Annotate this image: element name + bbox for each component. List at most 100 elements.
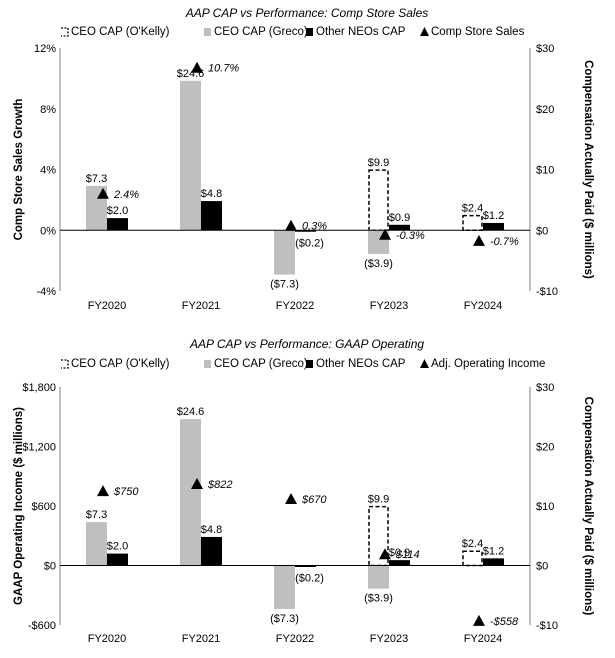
bar-other-neos	[295, 565, 316, 567]
performance-marker	[379, 228, 391, 240]
legend-label: Comp Store Sales	[431, 26, 525, 38]
bar-ceo-greco	[180, 419, 201, 566]
bar-data-label: $0.9	[389, 212, 410, 224]
legend-swatch-dashed	[61, 27, 69, 37]
bar-data-label: ($0.2)	[295, 237, 324, 249]
left-tick-label: 8%	[40, 104, 56, 116]
bar-data-label: $9.9	[368, 157, 389, 169]
performance-marker	[379, 548, 391, 560]
bar-data-label: $2.4	[462, 203, 483, 215]
right-axis-title: Compensation Actually Paid ($ millions)	[582, 397, 594, 616]
legend-swatch-black	[306, 28, 313, 36]
right-tick-label: $10	[536, 501, 554, 513]
marker-data-label: 0.3%	[302, 221, 327, 233]
right-tick-label: $0	[536, 561, 548, 573]
performance-marker	[473, 614, 485, 626]
marker-data-label: $670	[301, 494, 327, 506]
legend-item: CEO CAP (Greco)	[204, 26, 308, 38]
legend-item: CEO CAP (O'Kelly)	[61, 26, 170, 38]
bar-ceo-okelly	[462, 214, 483, 231]
bar-data-label: ($3.9)	[364, 593, 393, 605]
bar-data-label: $0.9	[389, 547, 410, 559]
legend-swatch-black	[306, 360, 313, 368]
left-tick-label: $600	[32, 501, 56, 513]
marker-data-label: 10.7%	[208, 63, 239, 75]
right-tick-label: -$10	[536, 286, 558, 298]
left-tick-label: $0	[44, 561, 56, 573]
category-label: FY2021	[182, 633, 221, 645]
legend-item: Other NEOs CAP	[306, 26, 406, 38]
right-tick-label: $20	[536, 104, 554, 116]
category-label: FY2023	[370, 300, 409, 312]
bar-ceo-okelly	[462, 550, 483, 567]
bar-data-label: $4.8	[201, 524, 222, 536]
chart-title: AAP CAP vs Performance: Comp Store Sales	[185, 6, 429, 20]
bar-other-neos	[483, 222, 504, 231]
bar-data-label: ($7.3)	[270, 279, 299, 291]
category-label: FY2020	[88, 300, 127, 312]
left-tick-label: -$600	[28, 620, 56, 632]
marker-data-label: -0.7%	[490, 236, 519, 248]
left-tick-label: $1,200	[22, 442, 56, 454]
bar-ceo-greco	[86, 522, 107, 566]
bar-data-label: $1.2	[483, 210, 504, 222]
chart-2: AAP CAP vs Performance: GAAP Operating CE…	[13, 337, 594, 645]
bar-other-neos	[483, 558, 504, 566]
marker-data-label: $114	[395, 549, 420, 561]
category-label: FY2024	[464, 300, 503, 312]
left-tick-label: 12%	[34, 43, 56, 55]
triangle-icon	[420, 359, 429, 368]
marker-data-label: -0.3%	[396, 230, 425, 242]
performance-marker	[97, 485, 109, 497]
bar-other-neos	[107, 553, 128, 566]
marker-data-label: -$558	[490, 616, 519, 628]
marker-data-label: $750	[113, 486, 139, 498]
performance-marker	[473, 234, 485, 246]
chart-title: AAP CAP vs Performance: GAAP Operating	[189, 337, 424, 351]
bar-ceo-greco	[274, 230, 295, 275]
legend-swatch-dashed	[61, 359, 69, 369]
performance-marker	[285, 493, 297, 505]
bar-data-label: $2.0	[107, 205, 128, 217]
performance-marker	[191, 61, 203, 73]
bar-data-label: $4.8	[201, 188, 222, 200]
category-label: FY2023	[370, 633, 409, 645]
legend-label: Other NEOs CAP	[316, 26, 406, 38]
left-tick-label: 0%	[40, 225, 56, 237]
marker-data-label: 2.4%	[113, 189, 139, 201]
bar-data-label: $7.3	[86, 173, 107, 185]
left-axis-title: Comp Store Sales Growth	[13, 99, 25, 241]
category-label: FY2022	[276, 633, 315, 645]
left-tick-label: $1,800	[22, 382, 56, 394]
legend-label: CEO CAP (Greco)	[214, 26, 308, 38]
bar-data-label: $24.6	[177, 406, 205, 418]
legend-label: Adj. Operating Income	[431, 358, 545, 370]
legend-label: CEO CAP (Greco)	[214, 358, 308, 370]
legend-swatch-gray	[204, 28, 211, 36]
chart-1: AAP CAP vs Performance: Comp Store Sales…	[13, 6, 594, 312]
performance-marker	[191, 477, 203, 489]
category-label: FY2020	[88, 633, 127, 645]
bar-ceo-greco	[180, 80, 201, 231]
bar-data-label: $1.2	[483, 545, 504, 557]
bar-data-label: $9.9	[368, 494, 389, 506]
bar-other-neos	[201, 536, 222, 566]
bar-data-label: ($7.3)	[270, 613, 299, 625]
performance-marker	[285, 219, 297, 231]
bar-other-neos	[201, 201, 222, 231]
bar-other-neos	[389, 224, 410, 231]
left-axis-title: GAAP Operating Income ($ millions)	[13, 407, 25, 605]
marker-data-label: $822	[207, 479, 232, 491]
right-axis-title: Compensation Actually Paid ($ millions)	[582, 60, 594, 279]
legend-item: CEO CAP (Greco)	[204, 358, 308, 370]
right-tick-label: $10	[536, 165, 554, 177]
legend-item: Other NEOs CAP	[306, 358, 406, 370]
legend-item: Comp Store Sales	[420, 26, 525, 38]
bar-data-label: ($3.9)	[364, 258, 393, 270]
bar-data-label: $2.4	[462, 538, 483, 550]
triangle-icon	[420, 27, 429, 36]
performance-marker	[97, 187, 109, 199]
legend-swatch-gray	[204, 360, 211, 368]
right-tick-label: $0	[536, 225, 548, 237]
